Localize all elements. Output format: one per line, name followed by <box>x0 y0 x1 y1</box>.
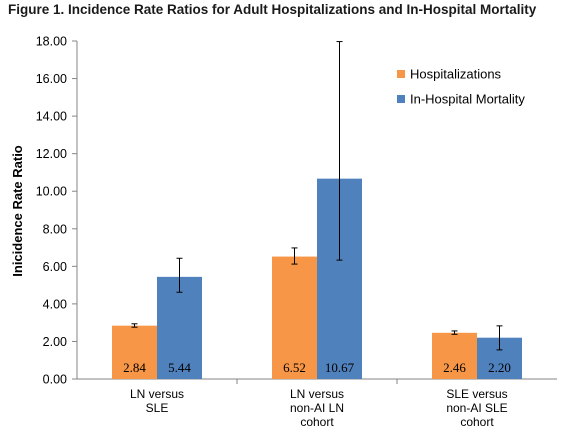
legend-swatch <box>397 70 405 78</box>
data-label: 10.67 <box>325 360 355 375</box>
category-label: SLE versus <box>446 387 507 401</box>
y-tick-label: 18.00 <box>36 35 67 49</box>
y-tick-label: 10.00 <box>36 185 67 199</box>
category-label: non-AI LN <box>290 401 344 415</box>
y-tick-label: 6.00 <box>43 260 67 274</box>
data-label: 2.46 <box>443 360 466 375</box>
category-label: cohort <box>300 415 334 429</box>
y-tick-label: 8.00 <box>43 222 67 236</box>
category-label: LN versus <box>290 387 344 401</box>
y-tick-label: 4.00 <box>43 297 67 311</box>
y-axis-label: Inicidence Rate Ratio <box>10 145 25 277</box>
data-labels: 2.84 5.44 6.52 10.67 2.46 2.20 <box>123 360 511 375</box>
axes: 0.00 2.00 4.00 6.00 8.00 10.00 12.00 14.00 16.00… <box>36 35 557 387</box>
chart-title: Figure 1. Incidence Rate Ratios for Adul… <box>8 2 537 17</box>
category-label: SLE <box>146 401 169 415</box>
y-tick-label: 12.00 <box>36 147 67 161</box>
legend-label: Hospitalizations <box>410 67 502 82</box>
bar <box>157 276 202 379</box>
data-label: 2.20 <box>488 360 511 375</box>
data-label: 6.52 <box>283 360 306 375</box>
bars <box>112 178 522 379</box>
y-tick-label: 16.00 <box>36 72 67 86</box>
y-tick-label: 2.00 <box>43 335 67 349</box>
bar <box>432 332 477 379</box>
legend-swatch <box>397 95 405 103</box>
data-label: 2.84 <box>123 360 146 375</box>
y-tick-label: 0.00 <box>43 373 67 387</box>
error-bars <box>131 41 503 351</box>
y-tick-label: 14.00 <box>36 110 67 124</box>
legend-label: In-Hospital Mortality <box>410 92 525 107</box>
bar <box>112 325 157 379</box>
category-label: cohort <box>460 415 494 429</box>
category-label: non-AI SLE <box>446 401 507 415</box>
bar <box>272 256 317 379</box>
data-label: 5.44 <box>168 360 191 375</box>
category-label: LN versus <box>130 387 184 401</box>
legend: Hospitalizations In-Hospital Mortality <box>397 67 525 107</box>
